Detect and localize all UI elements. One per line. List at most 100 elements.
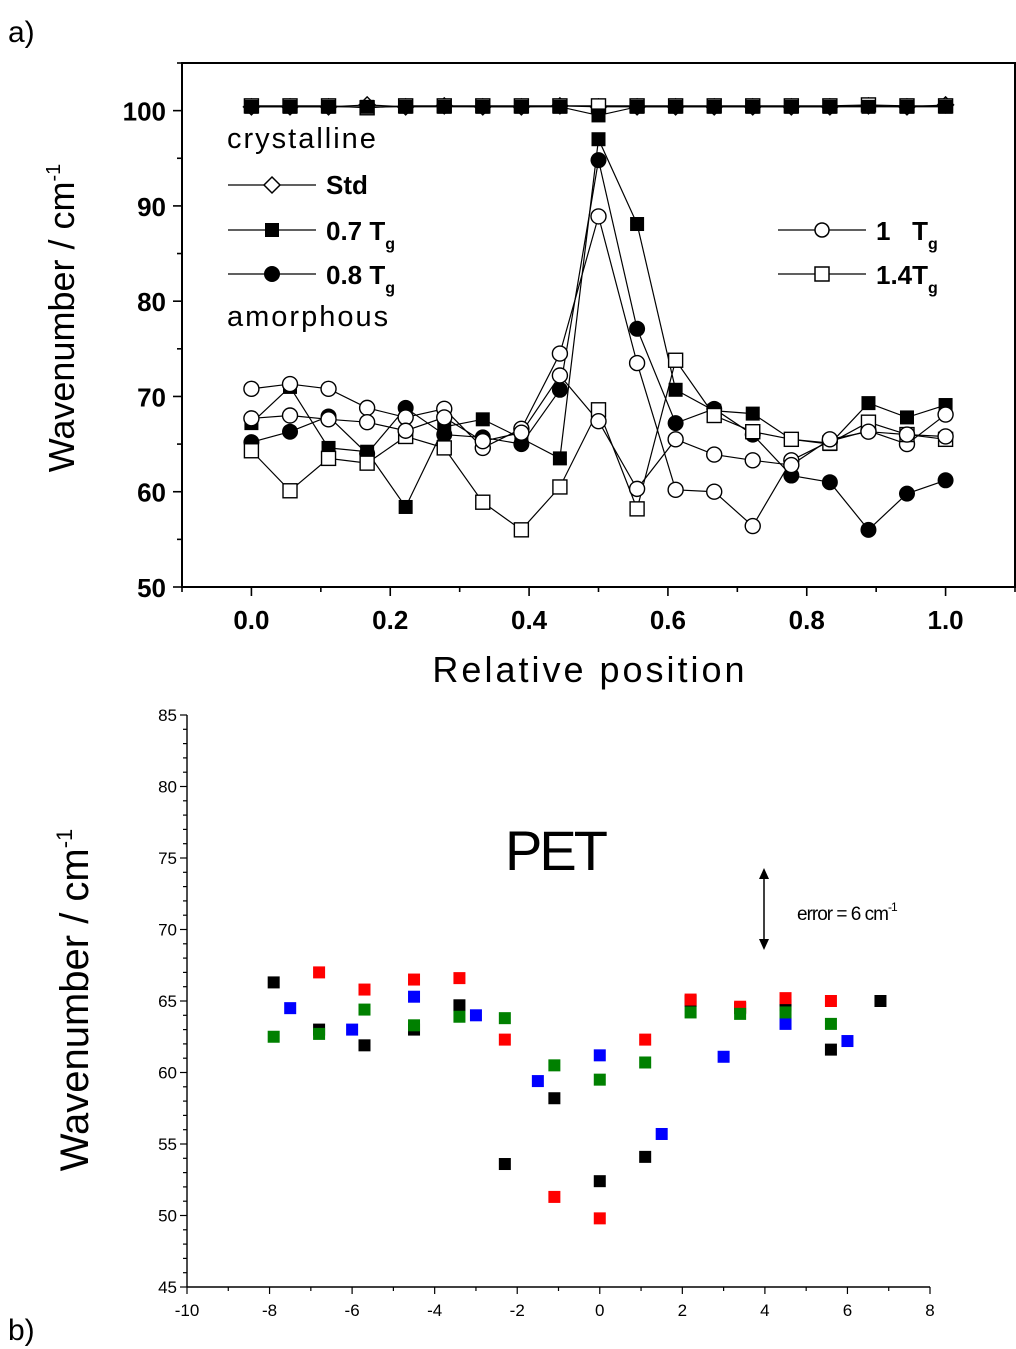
point-s4-14 [783, 431, 800, 448]
scatter-point-s3-12 [824, 1017, 837, 1030]
point-s5-8 [551, 367, 569, 384]
point-s4-7 [513, 522, 530, 538]
point-s3-8 [551, 345, 569, 362]
point-s7-10 [630, 99, 645, 114]
point-s2-16 [860, 521, 877, 538]
x-tick-label: -6 [345, 1301, 360, 1320]
point-s5-18 [937, 428, 954, 445]
scatter-point-s1-3 [453, 972, 466, 985]
point-s5-16 [860, 423, 877, 440]
scatter-point-s1-1 [358, 983, 371, 996]
legend-label-std: Std [326, 170, 368, 200]
y-tick-label: 55 [158, 1135, 177, 1154]
annotation-amorphous: amorphous [227, 301, 390, 333]
point-s7-15 [822, 99, 837, 114]
chart-b: -10 -8 -6 -4 -2 0 2 4 6 8 45 50 55 60 65 70 75 80 85 PET e… [52, 706, 935, 1320]
x-tick-label: -2 [510, 1301, 525, 1320]
chart-a-ticks: 0.0 0.2 0.4 0.6 0.8 1.0 50 60 70 80 90 100 [123, 62, 1016, 635]
scatter-point-s3-1 [313, 1027, 326, 1040]
point-s5-5 [436, 409, 453, 426]
scatter-point-s2-4 [531, 1075, 544, 1088]
y-tick-label: 60 [158, 1064, 177, 1083]
point-s5-14 [783, 456, 800, 474]
scatter-point-s1-11 [824, 995, 837, 1007]
point-s7-17 [899, 99, 914, 114]
point-s3-9 [590, 208, 607, 225]
legend-left: Std 0.7 Tg 0.8 Tg [228, 170, 395, 297]
y-tick-label: 50 [158, 1207, 177, 1226]
scatter-point-s3-10 [734, 1007, 747, 1020]
scatter-point-s0-7 [593, 1175, 606, 1188]
scatter-point-s2-5 [593, 1049, 606, 1062]
x-tick-label: 8 [925, 1301, 934, 1320]
legend-right: 1 Tg 1.4Tg [778, 216, 938, 297]
scatter-point-s1-0 [313, 966, 326, 979]
point-s7-9 [591, 108, 606, 123]
scatter-point-s1-5 [548, 1190, 561, 1203]
point-s3-2 [320, 380, 337, 398]
point-s7-0 [244, 99, 259, 114]
scatter-point-s0-5 [498, 1158, 511, 1171]
x-tick-label: 4 [760, 1301, 769, 1320]
point-s2-7 [513, 436, 530, 453]
y-tick-label: 80 [137, 287, 166, 317]
point-s5-0 [243, 410, 260, 427]
point-s5-15 [821, 431, 839, 448]
scatter-point-s3-9 [684, 1006, 697, 1019]
point-s5-17 [898, 426, 916, 443]
x-tick-label: 0.2 [372, 605, 408, 635]
chart-a-xlabel: Relative position [432, 649, 747, 690]
point-s7-7 [514, 99, 529, 114]
point-s2-8 [551, 381, 568, 398]
panel-label-a: a) [8, 16, 35, 49]
point-s7-14 [784, 99, 799, 114]
x-tick-label: -4 [427, 1301, 442, 1320]
legend-marker-1-4tg [814, 266, 830, 282]
scatter-point-s3-8 [639, 1056, 652, 1069]
scatter-point-s1-7 [639, 1033, 652, 1046]
point-s1-13 [745, 406, 760, 421]
scatter-point-s3-4 [453, 1010, 466, 1023]
scatter-point-s1-6 [593, 1212, 606, 1225]
x-tick-label: 0.8 [789, 605, 825, 635]
point-s7-4 [398, 99, 413, 114]
x-tick-label: 6 [843, 1301, 852, 1320]
point-s4-5 [436, 440, 452, 456]
scatter-point-s2-9 [841, 1035, 854, 1048]
point-s4-10 [629, 501, 645, 517]
point-s7-5 [437, 99, 452, 114]
point-s5-10 [628, 480, 646, 498]
point-s7-11 [668, 99, 683, 114]
error-bar-label: error = 6 cm-1 [797, 900, 898, 925]
x-tick-label: 0 [595, 1301, 604, 1320]
scatter-point-s3-6 [548, 1059, 561, 1072]
point-s2-9 [590, 152, 607, 169]
x-tick-label: 0.6 [650, 605, 686, 635]
scatter-point-s3-2 [358, 1003, 371, 1016]
point-s3-18 [937, 406, 954, 423]
y-tick-label: 70 [137, 382, 166, 412]
y-tick-label: 100 [123, 97, 166, 127]
point-s1-8 [552, 451, 567, 466]
point-s7-6 [475, 99, 490, 114]
y-tick-label: 80 [158, 778, 177, 797]
scatter-point-s0-8 [639, 1150, 652, 1163]
point-s1-17 [899, 410, 914, 425]
chart-b-points [267, 966, 887, 1225]
point-s4-8 [552, 479, 568, 495]
point-s5-3 [358, 413, 376, 431]
chart-b-ticks: -10 -8 -6 -4 -2 0 2 4 6 8 45 50 55 60 65 70 75 80 85 [158, 706, 935, 1320]
scatter-point-s2-1 [346, 1023, 359, 1036]
point-s3-1 [281, 375, 299, 393]
scatter-point-s0-12 [824, 1043, 837, 1056]
y-tick-label: 75 [158, 849, 177, 868]
point-s1-4 [398, 499, 413, 514]
panel-label-b: b) [8, 1314, 35, 1347]
legend-marker-std [262, 175, 282, 195]
scatter-point-s1-8 [684, 993, 697, 1006]
scatter-point-s3-0 [267, 1030, 280, 1043]
y-tick-label: 85 [158, 706, 177, 725]
point-s7-2 [321, 99, 336, 114]
scatter-point-s2-0 [284, 1002, 297, 1015]
